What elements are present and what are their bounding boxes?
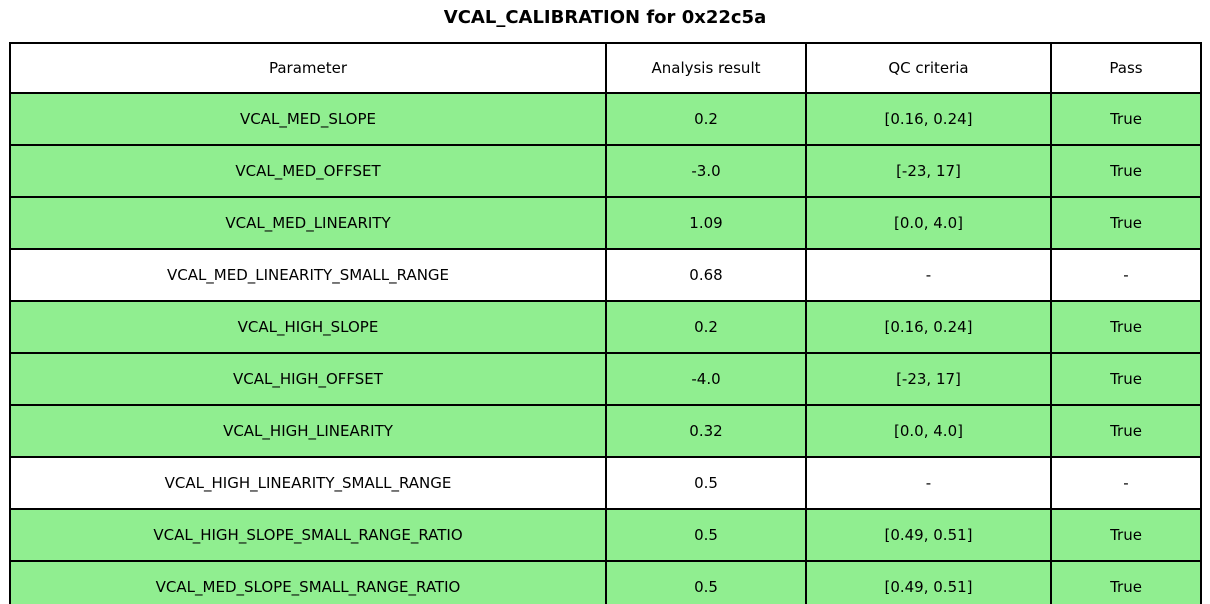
- qc-criteria-cell: -: [805, 456, 1052, 510]
- qc-criteria-cell: [0.0, 4.0]: [805, 404, 1052, 458]
- analysis-result-cell: 0.32: [605, 404, 807, 458]
- analysis-result-cell: 0.5: [605, 508, 807, 562]
- qc-criteria-cell: [0.16, 0.24]: [805, 300, 1052, 354]
- parameter-cell: VCAL_HIGH_SLOPE_SMALL_RANGE_RATIO: [9, 508, 607, 562]
- pass-cell: True: [1050, 404, 1202, 458]
- parameter-cell: VCAL_HIGH_OFFSET: [9, 352, 607, 406]
- pass-cell: -: [1050, 456, 1202, 510]
- qc-criteria-cell: [0.49, 0.51]: [805, 508, 1052, 562]
- pass-cell: True: [1050, 352, 1202, 406]
- table-row: VCAL_HIGH_SLOPE 0.2 [0.16, 0.24] True: [9, 300, 1202, 354]
- column-header-analysis-result: Analysis result: [605, 42, 807, 94]
- column-header-parameter: Parameter: [9, 42, 607, 94]
- pass-cell: True: [1050, 508, 1202, 562]
- analysis-result-cell: 0.2: [605, 92, 807, 146]
- qc-criteria-cell: -: [805, 248, 1052, 302]
- parameter-cell: VCAL_MED_SLOPE: [9, 92, 607, 146]
- table-header: Parameter Analysis result QC criteria Pa…: [9, 42, 1202, 94]
- qc-criteria-cell: [-23, 17]: [805, 352, 1052, 406]
- analysis-result-cell: 0.5: [605, 560, 807, 604]
- table-body: VCAL_MED_SLOPE 0.2 [0.16, 0.24] True VCAL_ME…: [9, 92, 1202, 604]
- analysis-result-cell: 0.68: [605, 248, 807, 302]
- qc-criteria-cell: [0.49, 0.51]: [805, 560, 1052, 604]
- qc-criteria-cell: [0.0, 4.0]: [805, 196, 1052, 250]
- analysis-result-cell: -3.0: [605, 144, 807, 198]
- analysis-result-cell: -4.0: [605, 352, 807, 406]
- table-row: VCAL_HIGH_SLOPE_SMALL_RANGE_RATIO 0.5 [0.4…: [9, 508, 1202, 562]
- pass-cell: -: [1050, 248, 1202, 302]
- table-row: VCAL_MED_SLOPE_SMALL_RANGE_RATIO 0.5 [0.49…: [9, 560, 1202, 604]
- parameter-cell: VCAL_MED_LINEARITY: [9, 196, 607, 250]
- column-header-pass: Pass: [1050, 42, 1202, 94]
- table-row: VCAL_HIGH_LINEARITY_SMALL_RANGE 0.5- -: [9, 456, 1202, 510]
- table-row: VCAL_MED_OFFSET -3.0 [-23, 17] True: [9, 144, 1202, 198]
- parameter-cell: VCAL_HIGH_LINEARITY_SMALL_RANGE: [9, 456, 607, 510]
- header-row: Parameter Analysis result QC criteria Pa…: [9, 42, 1202, 94]
- parameter-cell: VCAL_MED_OFFSET: [9, 144, 607, 198]
- parameter-cell: VCAL_MED_LINEARITY_SMALL_RANGE: [9, 248, 607, 302]
- table-row: VCAL_MED_SLOPE 0.2 [0.16, 0.24] True: [9, 92, 1202, 146]
- qc-criteria-cell: [0.16, 0.24]: [805, 92, 1052, 146]
- pass-cell: True: [1050, 300, 1202, 354]
- pass-cell: True: [1050, 92, 1202, 146]
- analysis-result-cell: 0.5: [605, 456, 807, 510]
- qc-criteria-cell: [-23, 17]: [805, 144, 1052, 198]
- chart-title: VCAL_CALIBRATION for 0x22c5a: [443, 7, 767, 28]
- table-row: VCAL_HIGH_LINEARITY 0.32 [0.0, 4.0] True: [9, 404, 1202, 458]
- pass-cell: True: [1050, 144, 1202, 198]
- parameter-cell: VCAL_HIGH_LINEARITY: [9, 404, 607, 458]
- table-row: VCAL_MED_LINEARITY_SMALL_RANGE 0.68- -: [9, 248, 1202, 302]
- analysis-result-cell: 1.09: [605, 196, 807, 250]
- analysis-result-cell: 0.2: [605, 300, 807, 354]
- column-header-qc-criteria: QC criteria: [805, 42, 1052, 94]
- pass-cell: True: [1050, 196, 1202, 250]
- table-row: VCAL_MED_LINEARITY 1.09 [0.0, 4.0] True: [9, 196, 1202, 250]
- pass-cell: True: [1050, 560, 1202, 604]
- qc-table: Parameter Analysis result QC criteria Pa…: [9, 42, 1202, 604]
- parameter-cell: VCAL_HIGH_SLOPE: [9, 300, 607, 354]
- table-row: VCAL_HIGH_OFFSET -4.0 [-23, 17] True: [9, 352, 1202, 406]
- parameter-cell: VCAL_MED_SLOPE_SMALL_RANGE_RATIO: [9, 560, 607, 604]
